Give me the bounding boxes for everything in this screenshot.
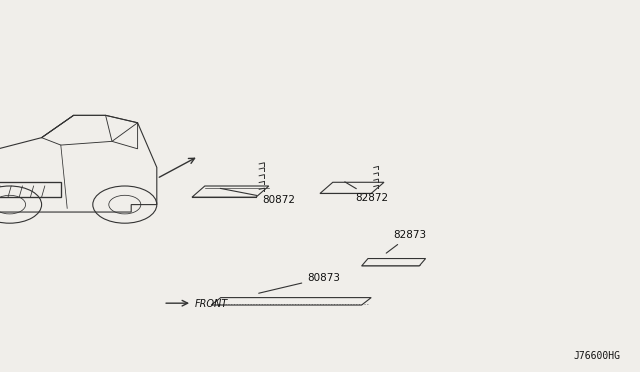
Text: 82872: 82872 xyxy=(345,182,388,203)
Text: 80872: 80872 xyxy=(220,188,296,205)
Text: 80873: 80873 xyxy=(259,273,340,293)
Text: FRONT: FRONT xyxy=(195,299,228,309)
Text: 82873: 82873 xyxy=(386,230,427,253)
Text: J76600HG: J76600HG xyxy=(574,351,621,361)
